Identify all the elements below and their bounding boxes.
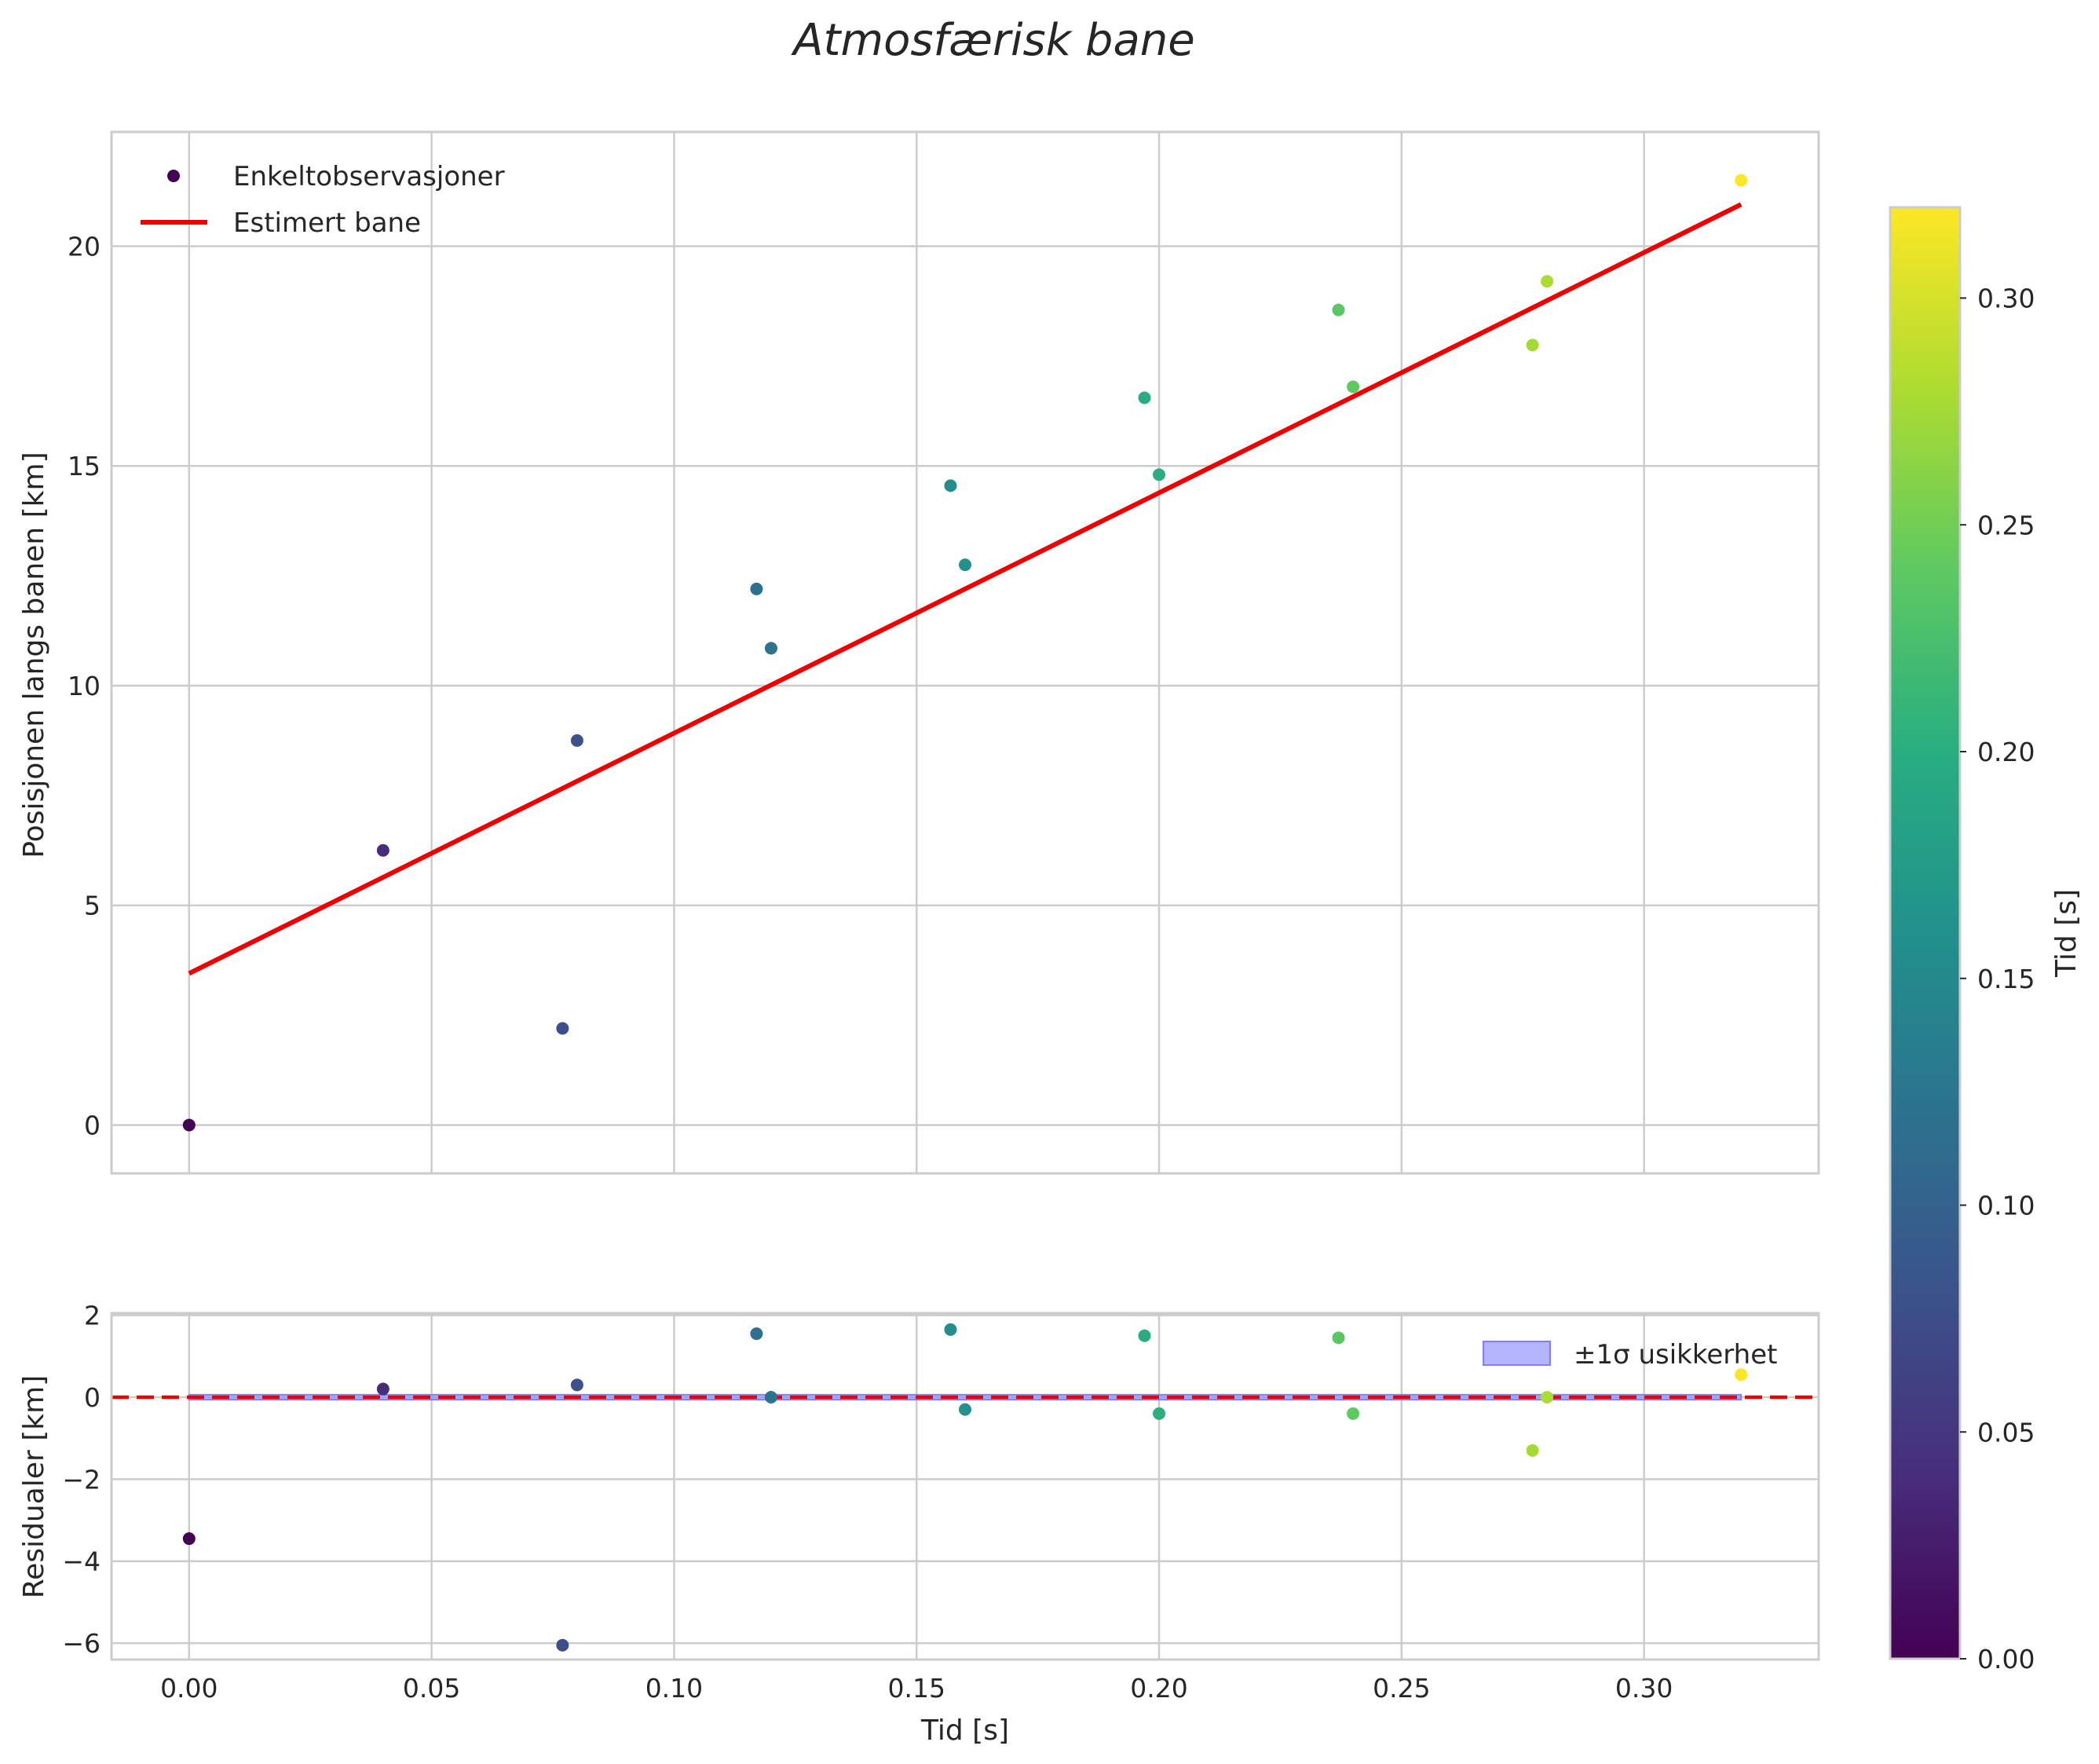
residual-point	[959, 1403, 971, 1416]
bottom-panel-y-ticks: −6 −4 −2 0 2	[62, 1301, 101, 1660]
x-tick-label: 0.30	[1615, 1673, 1673, 1704]
top-panel-y-ticks: 0 5 10 15 20	[68, 231, 101, 1140]
bottom-y-tick-label: −6	[62, 1628, 101, 1659]
estimated-trajectory-line	[188, 202, 1742, 976]
legend-band-label: ±1σ usikkerhet	[1574, 1339, 1777, 1371]
residual-point	[556, 1638, 569, 1652]
top-y-tick-label: 5	[84, 891, 101, 921]
bottom-panel-legend: ±1σ usikkerhet	[1483, 1339, 1777, 1371]
residual-point	[1332, 1331, 1345, 1345]
x-tick-label: 0.15	[887, 1673, 945, 1704]
observation-point	[1541, 275, 1554, 288]
colorbar-tick-label: 0.20	[1977, 737, 2035, 767]
legend-band-swatch	[1483, 1341, 1551, 1366]
legend-line-label: Estimert bane	[233, 207, 421, 239]
colorbar-tick-label: 0.25	[1977, 510, 2035, 540]
top-y-tick-label: 20	[68, 231, 101, 262]
bottom-y-tick-label: 0	[84, 1382, 101, 1413]
observation-point	[944, 479, 957, 492]
top-panel-grid	[112, 132, 1819, 1173]
observation-point	[959, 558, 971, 572]
colorbar-label: Tid [s]	[2050, 889, 2083, 978]
colorbar-tick-label: 0.05	[1977, 1417, 2035, 1447]
colorbar-tick-label: 0.10	[1977, 1191, 2035, 1221]
x-tick-label: 0.10	[645, 1673, 703, 1704]
colorbar-gradient	[1889, 206, 1962, 1660]
observation-point	[182, 1118, 196, 1132]
colorbar-tick-label: 0.00	[1977, 1644, 2035, 1674]
observation-point	[764, 642, 777, 655]
residual-point	[1541, 1390, 1554, 1404]
top-panel-observations	[182, 174, 1748, 1132]
bottom-panel-background	[112, 1313, 1819, 1660]
residual-point	[1138, 1329, 1151, 1342]
residual-point	[1526, 1444, 1539, 1457]
top-panel-background	[112, 132, 1819, 1173]
residual-point	[750, 1327, 763, 1341]
x-tick-label: 0.00	[160, 1673, 218, 1704]
legend-scatter-marker	[167, 170, 180, 182]
bottom-panel-y-label: Residualer [km]	[18, 1375, 50, 1598]
observation-point	[1153, 468, 1166, 481]
top-panel: 0 5 10 15 20 Posisjonen langs banen [km] Enk…	[18, 130, 1820, 1175]
residual-point	[764, 1390, 777, 1404]
colorbar-tick-label: 0.30	[1977, 284, 2035, 314]
chart-title: Atmosfærisk bane	[791, 15, 1195, 66]
bottom-panel-frame	[110, 1312, 1820, 1661]
observation-point	[376, 844, 389, 857]
x-axis-label: Tid [s]	[920, 1715, 1009, 1747]
residual-point	[570, 1378, 583, 1392]
bottom-y-tick-label: 2	[84, 1301, 101, 1331]
colorbar: 0.00 0.05 0.10 0.15 0.20 0.25 0.30 Tid [s]	[1889, 206, 2083, 1674]
observation-point	[1735, 174, 1748, 187]
top-panel-legend: Enkeltobservasjoner Estimert bane	[141, 161, 505, 239]
observation-point	[1347, 380, 1360, 393]
observation-point	[1138, 391, 1151, 404]
top-y-tick-label: 10	[68, 671, 101, 701]
observation-point	[570, 734, 583, 747]
bottom-panel-residuals	[182, 1323, 1748, 1652]
observation-point	[1332, 303, 1345, 317]
bottom-y-tick-label: −4	[62, 1546, 101, 1577]
x-tick-label: 0.25	[1373, 1673, 1430, 1704]
residual-point	[182, 1532, 196, 1546]
residual-point	[1735, 1368, 1748, 1382]
colorbar-tick-label: 0.15	[1977, 964, 2035, 994]
residual-point	[376, 1382, 389, 1396]
observation-point	[1526, 339, 1539, 352]
legend-scatter-label: Enkeltobservasjoner	[233, 161, 505, 192]
residual-point	[1153, 1407, 1166, 1420]
bottom-panel-x-ticks: 0.00 0.05 0.10 0.15 0.20 0.25 0.30	[160, 1673, 1673, 1704]
top-panel-frame	[110, 130, 1820, 1175]
bottom-panel: −6 −4 −2 0 2 0.00 0.05 0.10 0.15 0.20 0.25 0.30 Re…	[18, 1301, 1820, 1747]
observation-point	[750, 582, 763, 595]
top-y-tick-label: 0	[84, 1110, 101, 1140]
top-panel-y-label: Posisjonen langs banen [km]	[18, 452, 50, 858]
observation-point	[556, 1022, 569, 1035]
bottom-y-tick-label: −2	[62, 1464, 101, 1495]
colorbar-ticks: 0.00 0.05 0.10 0.15 0.20 0.25 0.30	[1960, 284, 2035, 1674]
x-tick-label: 0.20	[1130, 1673, 1187, 1704]
top-y-tick-label: 15	[68, 451, 101, 481]
residual-point	[944, 1323, 957, 1336]
x-tick-label: 0.05	[403, 1673, 460, 1704]
residual-point	[1347, 1407, 1360, 1420]
